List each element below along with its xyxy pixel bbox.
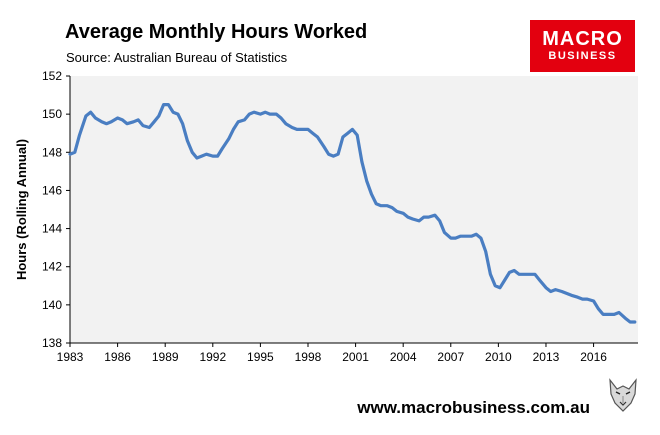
logo-line-2: BUSINESS xyxy=(548,50,617,62)
macrobusiness-logo: MACRO BUSINESS xyxy=(530,20,635,72)
x-tick-label: 2004 xyxy=(390,350,417,364)
website-url: www.macrobusiness.com.au xyxy=(357,398,590,417)
x-tick-label: 2016 xyxy=(580,350,607,364)
chart-subtitle: Source: Australian Bureau of Statistics xyxy=(66,50,288,65)
x-tick-label: 1992 xyxy=(199,350,226,364)
y-tick-label: 138 xyxy=(42,336,62,350)
x-tick-label: 2010 xyxy=(485,350,512,364)
x-tick-label: 1995 xyxy=(247,350,274,364)
x-tick-label: 1989 xyxy=(152,350,179,364)
x-tick-label: 2013 xyxy=(533,350,560,364)
y-tick-label: 146 xyxy=(42,183,62,197)
y-tick-label: 150 xyxy=(42,107,62,121)
x-tick-label: 2007 xyxy=(437,350,464,364)
y-axis-label: Hours (Rolling Annual) xyxy=(14,139,29,280)
series-line xyxy=(68,103,637,324)
x-tick-label: 1998 xyxy=(295,350,322,364)
x-axis: 1983 1986 1989 1992 1995 1998 2001 2004 2007 2010… xyxy=(57,342,638,364)
y-tick-label: 142 xyxy=(42,260,62,274)
y-axis: 138 140 142 144 146 148 150 152 xyxy=(42,69,71,350)
plot-area xyxy=(70,76,638,343)
y-tick-label: 152 xyxy=(42,69,62,83)
x-tick-label: 1986 xyxy=(104,350,131,364)
wolf-icon xyxy=(609,378,637,412)
x-tick-label: 2001 xyxy=(342,350,369,364)
y-tick-label: 140 xyxy=(42,298,62,312)
logo-line-1: MACRO xyxy=(542,28,623,50)
y-tick-label: 144 xyxy=(42,222,62,236)
y-tick-label: 148 xyxy=(42,145,62,159)
x-tick-label: 1983 xyxy=(57,350,84,364)
chart-title: Average Monthly Hours Worked xyxy=(65,21,368,43)
